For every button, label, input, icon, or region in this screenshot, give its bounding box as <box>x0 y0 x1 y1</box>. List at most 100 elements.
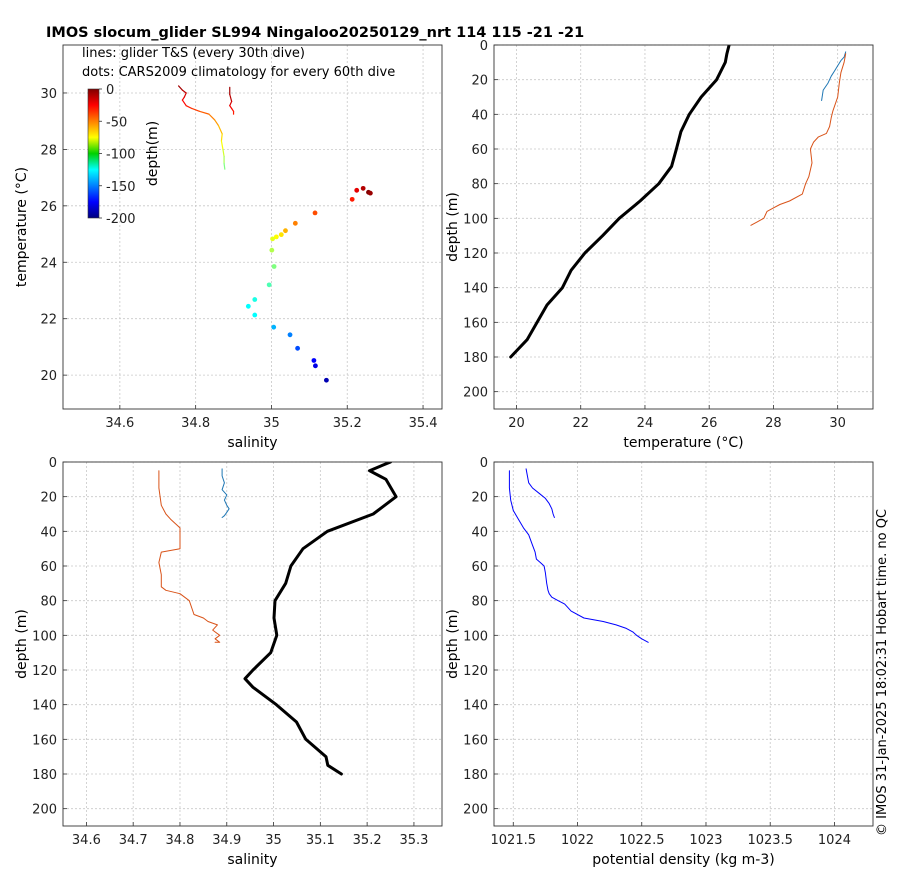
y-axis-label: depth (m) <box>445 609 461 679</box>
x-axis-label: salinity <box>227 435 277 451</box>
y-tick-label: 180 <box>463 768 488 783</box>
glider-profile-line <box>525 468 555 518</box>
y-tick-label: 80 <box>40 595 57 610</box>
y-tick-label: 22 <box>40 313 57 328</box>
y-tick-label: 60 <box>40 560 57 575</box>
y-tick-label: 160 <box>463 733 488 748</box>
glider-ts-segment <box>198 110 210 115</box>
x-tick-label: 1022 <box>561 833 594 848</box>
x-tick-label: 35.4 <box>409 416 438 431</box>
y-tick-label: 80 <box>471 595 488 610</box>
x-tick-label: 24 <box>637 416 654 431</box>
y-tick-label: 140 <box>463 282 488 297</box>
glider-ts-segment <box>229 100 233 107</box>
plot-area <box>158 462 398 776</box>
y-tick-label: 20 <box>40 491 57 506</box>
y-tick-label: 120 <box>463 664 488 679</box>
y-tick-label: 100 <box>463 212 488 227</box>
climatology-dot <box>349 196 355 202</box>
glider-ts-segment <box>223 162 226 170</box>
x-tick-label: 35 <box>263 416 280 431</box>
plot-area <box>509 45 847 359</box>
x-tick-label: 35.3 <box>399 833 428 848</box>
x-tick-label: 22 <box>572 416 589 431</box>
climatology-dot <box>271 264 277 269</box>
climatology-dot <box>266 282 272 288</box>
plot-area <box>508 468 649 643</box>
glider-profile-line <box>221 468 230 518</box>
glider-profile-line <box>508 470 649 643</box>
colorbar-tick-label: -200 <box>106 212 136 227</box>
y-tick-label: 100 <box>32 629 57 644</box>
glider-ts-segment <box>208 113 216 121</box>
climatology-dot <box>278 232 284 238</box>
y-tick-label: 26 <box>40 200 57 215</box>
y-tick-label: 200 <box>32 803 57 818</box>
climatology-dot <box>271 324 277 330</box>
x-tick-label: 34.8 <box>181 416 210 431</box>
depth-colorbar: 0 -50 -100 -150 -200 depth(m) <box>87 83 161 227</box>
axes-frame <box>62 461 443 827</box>
climatology-dot <box>287 332 293 338</box>
climatology-dot <box>312 210 318 216</box>
climatology-dot <box>252 297 258 302</box>
salinity-depth-panel: 34.6 34.7 34.8 34.9 35 35.1 35.2 35.3 0 20 40 60 80 1… <box>14 456 443 868</box>
credit-note: © IMOS 31-Jan-2025 18:02:31 Hobart time.… <box>875 509 890 836</box>
glider-ts-segment <box>185 105 193 110</box>
ts-diagram-panel: 34.6 34.8 35 35.2 35.4 20 22 24 26 28 30 salinity te… <box>14 44 443 451</box>
y-tick-label: 120 <box>463 247 488 262</box>
density-depth-panel: 1021.5 1022 1022.5 1023 1023.5 1024 0 20 40 60 80 1… <box>445 456 874 868</box>
y-tick-label: 160 <box>32 733 57 748</box>
climatology-dot <box>295 345 301 351</box>
x-tick-label: 1022.5 <box>619 833 665 848</box>
x-tick-label: 35.2 <box>333 416 362 431</box>
x-tick-label: 35.1 <box>306 833 335 848</box>
axes-frame <box>62 44 443 410</box>
climatology-dot <box>367 190 373 196</box>
x-tick-label: 1021.5 <box>491 833 537 848</box>
x-tick-label: 20 <box>508 416 525 431</box>
x-tick-label: 26 <box>701 416 718 431</box>
y-tick-label: 40 <box>471 525 488 540</box>
climatology-dot <box>245 303 251 309</box>
y-tick-label: 28 <box>40 143 57 158</box>
y-tick-label: 20 <box>40 369 57 384</box>
colorbar-tick-label: -150 <box>106 180 136 195</box>
x-axis-label: temperature (°C) <box>623 435 743 451</box>
climatology-dot <box>313 363 318 369</box>
climatology-profile-line <box>243 462 398 776</box>
y-tick-label: 60 <box>471 560 488 575</box>
y-axis-label: depth (m) <box>445 192 461 262</box>
y-tick-label: 140 <box>32 699 57 714</box>
glider-ts-segment <box>220 140 224 151</box>
colorbar-tick-label: -50 <box>106 115 127 130</box>
glider-ts-segment <box>229 93 233 103</box>
climatology-dot <box>360 185 366 191</box>
y-tick-label: 0 <box>480 456 488 471</box>
x-tick-label: 34.7 <box>119 833 148 848</box>
glider-ts-segment <box>181 99 187 107</box>
glider-ts-segment <box>222 148 225 158</box>
glider-ts-segment <box>177 85 183 91</box>
axes-frame <box>493 461 874 827</box>
y-tick-label: 40 <box>471 108 488 123</box>
glider-ts-segment <box>191 107 201 112</box>
climatology-dot <box>273 234 279 240</box>
y-tick-label: 100 <box>463 629 488 644</box>
y-axis-label: temperature (°C) <box>14 167 30 287</box>
y-tick-label: 200 <box>463 803 488 818</box>
y-tick-label: 0 <box>480 39 488 54</box>
x-tick-label: 35 <box>265 833 282 848</box>
colorbar-label: depth(m) <box>145 121 161 186</box>
climatology-dot <box>252 312 258 318</box>
colorbar-tick-label: 0 <box>106 83 114 98</box>
glider-ts-segment <box>217 124 223 135</box>
x-tick-label: 34.9 <box>212 833 241 848</box>
glider-ts-segment <box>220 133 223 142</box>
colorbar-tick-label: -100 <box>106 148 136 163</box>
legend-dots-note: dots: CARS2009 climatology for every 60t… <box>82 65 395 80</box>
glider-profile-line <box>158 470 221 643</box>
y-tick-label: 30 <box>40 87 57 102</box>
climatology-dot <box>270 236 275 242</box>
y-tick-label: 180 <box>463 351 488 366</box>
